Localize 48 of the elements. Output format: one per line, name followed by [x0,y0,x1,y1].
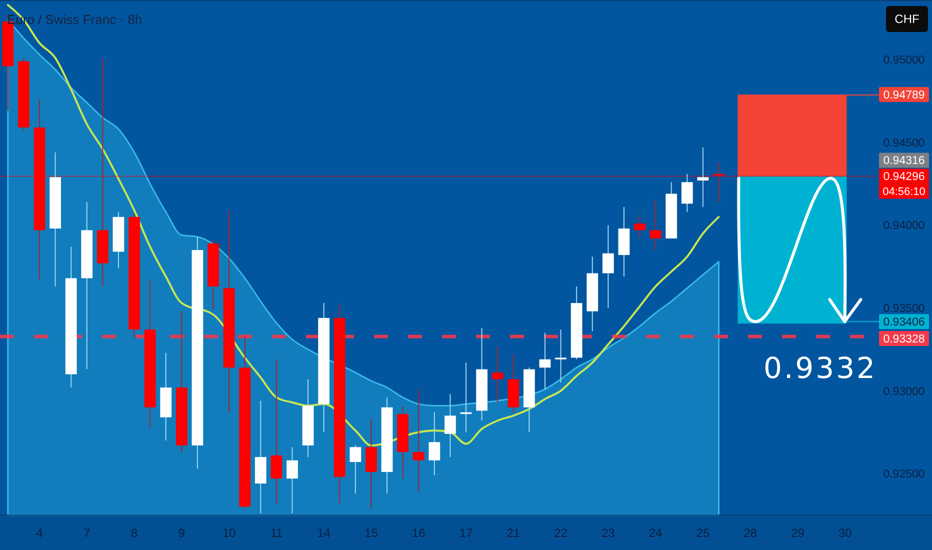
x-tick-label: 14 [317,526,331,540]
x-tick-label: 25 [696,526,710,540]
x-tick-label: 30 [838,526,852,540]
annotation: 04:56:10 [882,186,926,198]
x-tick-label: 21 [506,526,520,540]
y-tick-label: 0.92500 [883,468,925,481]
x-tick-label: 17 [459,526,473,540]
candlestick [713,162,724,203]
x-tick-label: 22 [554,526,568,540]
ref-line-label: 0.94296 [883,171,925,184]
candlestick [270,358,282,504]
candlestick [634,214,646,239]
y-tick-label: 0.94000 [883,220,925,232]
ref-line-label: 0.93328 [883,334,925,346]
y-tick-label: 0.93000 [883,386,925,398]
line-series [6,4,720,446]
candlestick [602,224,614,309]
candlestick [555,329,566,384]
y-tick-label: 0.95000 [883,54,925,67]
annotation: 0.9332 [764,350,877,385]
x-tick-label: 10 [222,526,236,540]
candlestick [412,388,424,492]
x-tick-label: 11 [270,526,283,540]
candlestick [350,444,362,494]
x-tick-label: 8 [130,526,138,540]
band-label: 0.93406 [883,316,925,329]
x-tick-label: 29 [791,526,805,540]
x-tick-label: 28 [744,526,758,540]
x-tick-label: 23 [601,526,616,540]
candlestick [492,346,504,403]
x-tick-label: 16 [412,526,426,540]
x-tick-label: 15 [364,526,378,540]
candlestick [428,412,440,476]
x-tick-label: 4 [36,526,44,540]
candlestick [286,446,298,514]
candlestick [697,146,709,208]
y-tick-label: 0.93500 [883,303,925,316]
candlestick [539,332,551,390]
candlestick [444,394,456,458]
annotation: CHF [894,12,920,26]
candlestick [650,200,662,251]
band-label: 0.94789 [883,90,925,102]
x-tick-label: 24 [648,526,663,540]
y-tick-label: 0.94500 [883,137,925,150]
x-tick-label: 9 [178,526,186,540]
candlestick [681,173,693,212]
x-tick-label: 7 [84,526,91,540]
annotation: 0.94316 [883,155,925,168]
